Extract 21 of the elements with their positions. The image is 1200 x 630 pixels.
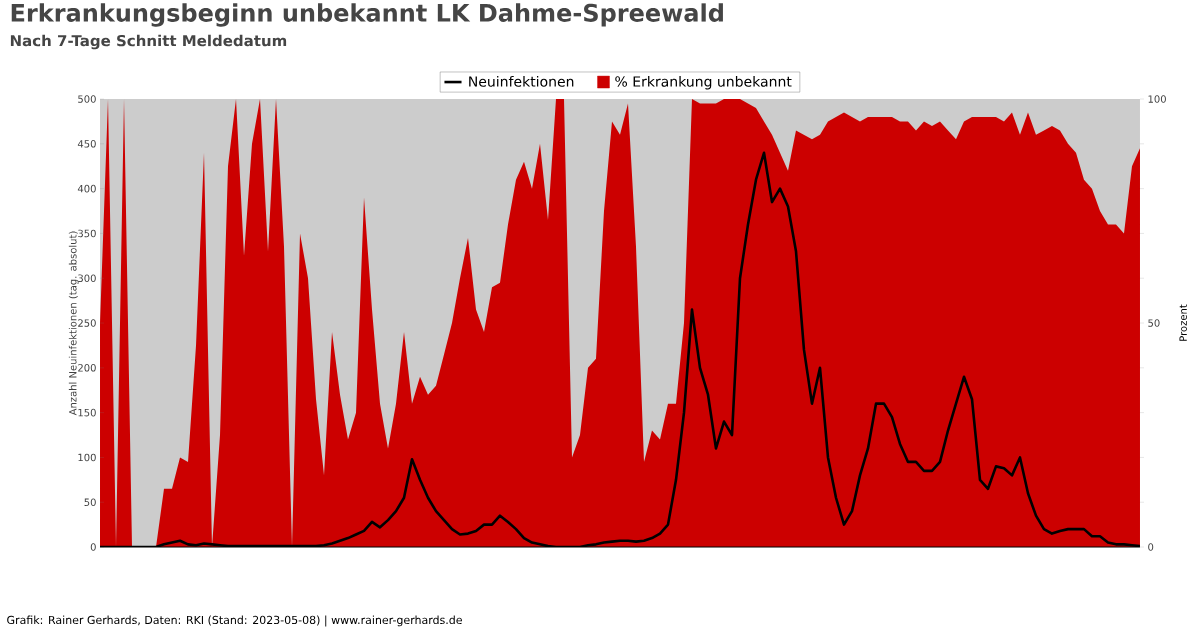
y-tick-label: 500 — [78, 95, 96, 103]
text: Grafik: Rainer Gerhards, Daten: RKI (Stand: 2023-05-08) | www.rainer-gerhards.de — [7, 615, 462, 627]
y-tick-label: 100 — [78, 453, 96, 462]
y2-tick-label: 0 — [1148, 543, 1154, 551]
y-tick-label: 50 — [84, 498, 96, 507]
y2-tick-label: 100 — [1148, 95, 1166, 103]
chart-title: Erkrankungsbeginn unbekannt LK Dahme-Spreewald — [11, 3, 723, 27]
y-tick-label: 450 — [77, 140, 96, 148]
y-axis-title: Anzahl Neuinfektionen (tag. absolut) — [68, 231, 79, 416]
y-tick-label: 350 — [78, 229, 96, 238]
chart-subtitle: Nach 7-Tage Schnitt Meldedatum — [10, 34, 287, 50]
legend-label: Neuinfektionen — [469, 76, 574, 87]
y-tick-label: 300 — [78, 274, 96, 283]
y2-tick-label: 50 — [1148, 319, 1160, 327]
y-tick-label: 250 — [78, 319, 96, 327]
y-tick-label: 150 — [78, 408, 96, 417]
legend-label: % Erkrankung unbekannt — [615, 76, 792, 90]
y-tick-label: 400 — [77, 184, 96, 193]
y-tick-label: 0 — [90, 543, 96, 551]
y-tick-label: 200 — [78, 364, 96, 372]
y2-axis-title: Prozent — [1179, 304, 1187, 341]
